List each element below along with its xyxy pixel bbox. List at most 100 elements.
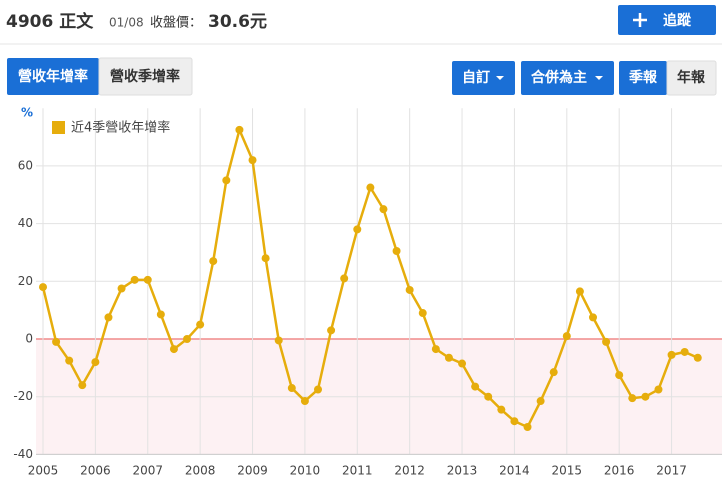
stock-title: 4906 正文 [6,11,94,32]
point [143,275,152,284]
y-tick-label: 0 [25,332,33,346]
point [156,310,165,319]
point [523,422,532,431]
y-tick-label: -20 [13,389,33,403]
point [366,183,375,192]
x-tick-label: 2011 [342,464,373,478]
x-tick-label: 2013 [447,464,478,478]
point [667,350,676,359]
legend-label: 近4季營收年增率 [71,120,170,136]
point [314,385,322,394]
point [589,313,597,322]
point [300,397,309,406]
x-tick-label: 2009 [237,464,268,478]
point [510,417,519,426]
dropdown[interactable] [521,61,614,95]
x-tick-label: 2007 [132,464,163,478]
point [654,385,663,394]
dropdown-text[interactable]: 自訂 [462,69,490,86]
point [65,356,74,365]
dropdown[interactable] [452,61,515,95]
point [39,283,47,292]
price-label: 收盤價： [150,16,202,31]
follow-bg[interactable] [618,5,716,35]
y-tick-label: 20 [18,274,33,288]
x-tick-label: 2010 [290,464,321,478]
x-tick-label: 2012 [394,464,425,478]
point [209,257,218,266]
caret [595,76,603,80]
point [431,345,440,354]
point [536,397,545,406]
tab[interactable]: 營收年增率 [18,68,88,85]
period-active[interactable] [619,61,667,95]
dropdown-text[interactable]: 合併為主 [531,69,587,86]
point [78,381,87,390]
point [418,309,427,318]
header-bar [0,0,722,44]
x-tick-label: 2015 [552,464,583,478]
point [130,275,139,284]
point [340,274,349,283]
date: 01/08 [109,16,144,30]
legend-swatch [52,121,65,134]
x-tick-label: 2017 [656,464,687,478]
point [641,392,650,401]
y-axis-label: % [21,106,33,120]
point [379,205,388,214]
point [91,358,100,367]
period-inactive[interactable] [666,60,717,96]
point [615,371,624,380]
x-tick-label: 2008 [185,464,216,478]
point [602,337,611,346]
point [575,287,584,296]
plus-icon [633,13,647,27]
point [169,345,178,354]
follow-button[interactable]: 追蹤 [618,5,716,35]
caret [496,76,504,80]
y-tick-label: 40 [18,216,33,230]
point [458,359,467,368]
point [104,313,113,322]
point [484,392,493,401]
y-tick-label: -40 [13,447,33,461]
point [471,382,480,391]
point [562,332,571,341]
follow-text[interactable]: 追蹤 [663,12,692,29]
point [693,353,702,362]
point [261,254,270,263]
point [392,247,401,256]
x-tick-label: 2016 [604,464,635,478]
tab-active[interactable] [7,58,99,95]
x-tick-label: 2014 [499,464,530,478]
point [52,337,61,346]
point [628,394,637,403]
point [444,353,453,362]
point [405,285,414,294]
point [222,176,231,185]
point [196,320,205,329]
tab-inactive[interactable] [98,57,193,96]
point [353,225,362,234]
point [497,405,506,414]
tabs: 營收年增率 營收季增率 [7,57,193,96]
point [287,384,296,393]
point [680,347,689,356]
x-tick-label: 2006 [80,464,111,478]
point [117,284,126,293]
x-tick-label: 2005 [28,464,59,478]
point [274,336,283,345]
point [327,326,336,335]
point [235,125,244,134]
point [248,156,257,165]
tab[interactable]: 營收季增率 [110,68,180,85]
point [183,335,192,343]
point [549,368,558,377]
period-text[interactable]: 年報 [677,69,706,86]
y-tick-label: 60 [18,158,33,172]
chart: -40 -20 0 20 40 60 2005 2006 2007 2008 2009 2010 201… [13,106,722,478]
price: 30.6元 [208,12,267,32]
controls: 自訂 合併為主 季報 年報 [452,60,717,96]
period-text[interactable]: 季報 [628,69,658,86]
